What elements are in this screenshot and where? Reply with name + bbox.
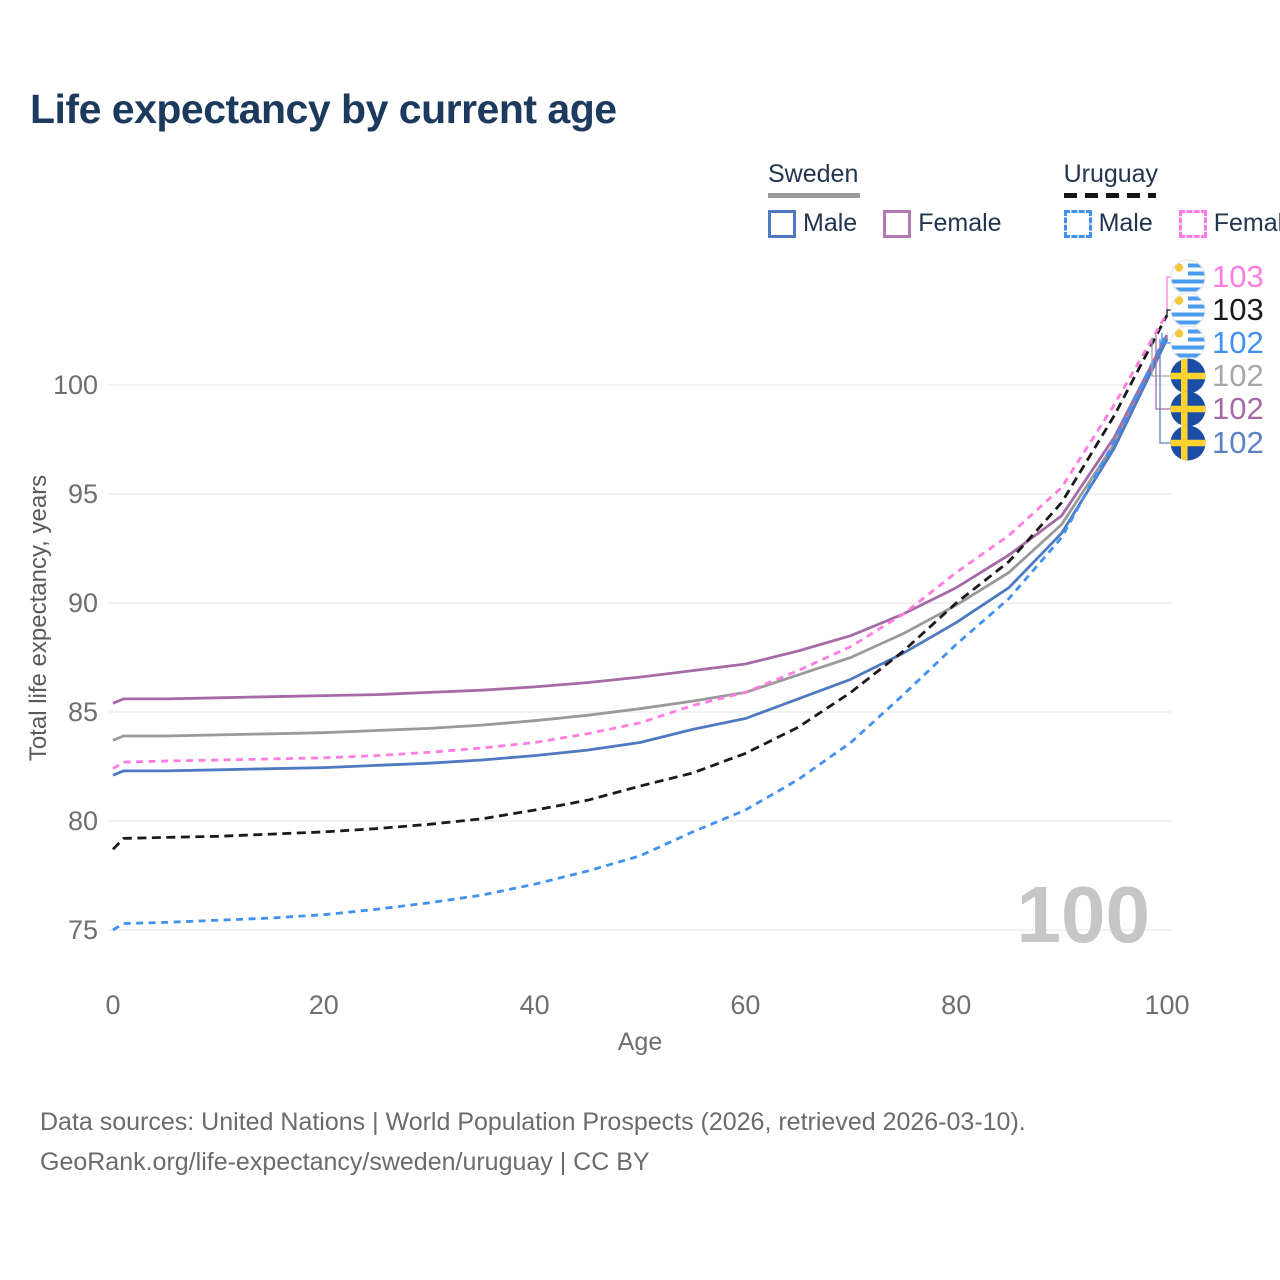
legend-label: Female — [1213, 209, 1280, 237]
legend-header-uruguay: Uruguay — [1063, 160, 1159, 188]
sweden-female-swatch-icon — [883, 209, 912, 238]
legend-header-sweden: Sweden — [768, 160, 859, 188]
y-tick-label-85: 85 — [68, 697, 98, 727]
legend-item-uruguay-male: Male — [1063, 209, 1153, 238]
end-label-uruguay_female: 103 — [1170, 259, 1264, 295]
leader-line-uruguay_male — [1161, 332, 1171, 344]
legend-label: Male — [803, 209, 858, 237]
end-label-sweden_total: 102 — [1170, 358, 1264, 394]
y-tick-label-80: 80 — [68, 806, 98, 836]
end-label-sweden_male: 102 — [1170, 425, 1264, 461]
legend-item-sweden-female: Female — [883, 209, 1002, 238]
legend-item-uruguay-female: Female — [1178, 209, 1280, 238]
series-line-uruguay_total — [111, 314, 1169, 851]
page-title: Life expectancy by current age — [30, 86, 617, 132]
end-label-value: 102 — [1212, 425, 1264, 460]
uruguay-female-swatch-icon — [1178, 209, 1207, 238]
footer-attribution: GeoRank.org/life-expectancy/sweden/urugu… — [40, 1148, 650, 1176]
uruguay-flag-icon — [1170, 259, 1206, 295]
line-chart: 75 80 85 90 95 100 100 0 20 40 60 80 100 Age Total lif… — [25, 276, 1190, 1056]
x-tick-label-60: 60 — [730, 990, 760, 1020]
uruguay-male-swatch-icon — [1063, 209, 1092, 238]
sweden-flag-icon — [1170, 391, 1206, 427]
y-tick-label-90: 90 — [68, 588, 98, 618]
legend-item-sweden-male: Male — [768, 209, 857, 238]
end-label-uruguay_total: 103 — [1170, 292, 1264, 328]
y-tick-label-95: 95 — [68, 479, 98, 509]
y-tick-label-75: 75 — [68, 915, 98, 945]
legend-group-sweden: Sweden Male Female — [768, 160, 1002, 238]
uruguay-flag-icon — [1170, 292, 1206, 328]
y-tick-label-100: 100 — [53, 370, 98, 400]
series-line-sweden_female — [112, 334, 1169, 705]
legend-group-uruguay: Uruguay Male Female — [1063, 160, 1280, 238]
sweden-male-swatch-icon — [768, 209, 796, 238]
footer-sources: Data sources: United Nations | World Pop… — [40, 1108, 1026, 1136]
sweden-flag-icon — [1170, 425, 1206, 461]
leader-line-sweden_total — [1151, 337, 1171, 377]
age-watermark: 100 — [1017, 870, 1150, 959]
series-line-sweden_total — [112, 336, 1169, 742]
end-label-value: 102 — [1212, 391, 1264, 426]
end-label-value: 103 — [1212, 259, 1264, 294]
leader-line-uruguay_female — [1166, 276, 1171, 314]
uruguay-flag-icon — [1170, 325, 1206, 361]
leader-line-sweden_female — [1155, 334, 1171, 410]
end-label-sweden_female: 102 — [1170, 391, 1264, 427]
legend-underline-sweden-solid — [768, 193, 860, 198]
end-label-value: 102 — [1212, 325, 1264, 360]
legend-label: Female — [918, 209, 1002, 237]
leader-line-sweden_male — [1159, 339, 1171, 444]
x-tick-label-20: 20 — [309, 990, 339, 1020]
x-tick-label-100: 100 — [1144, 990, 1189, 1020]
end-label-value: 102 — [1212, 358, 1264, 393]
sweden-flag-icon — [1170, 358, 1206, 394]
y-axis-title: Total life expectancy, years — [25, 475, 52, 761]
x-axis-title: Age — [618, 1028, 662, 1056]
series-line-uruguay_female — [112, 312, 1169, 770]
x-tick-label-40: 40 — [520, 990, 550, 1020]
x-tick-label-80: 80 — [941, 990, 971, 1020]
series-line-uruguay_male — [112, 332, 1169, 932]
legend-label: Male — [1098, 209, 1153, 237]
series-line-sweden_male — [112, 338, 1169, 777]
x-tick-label-0: 0 — [105, 990, 120, 1020]
leader-line-uruguay_total — [1166, 309, 1171, 316]
chart-legend: Sweden Male Female Uruguay Male — [768, 160, 1280, 238]
legend-underline-uruguay-dashed — [1063, 193, 1156, 198]
end-label-uruguay_male: 102 — [1170, 325, 1264, 361]
end-label-value: 103 — [1212, 292, 1264, 327]
